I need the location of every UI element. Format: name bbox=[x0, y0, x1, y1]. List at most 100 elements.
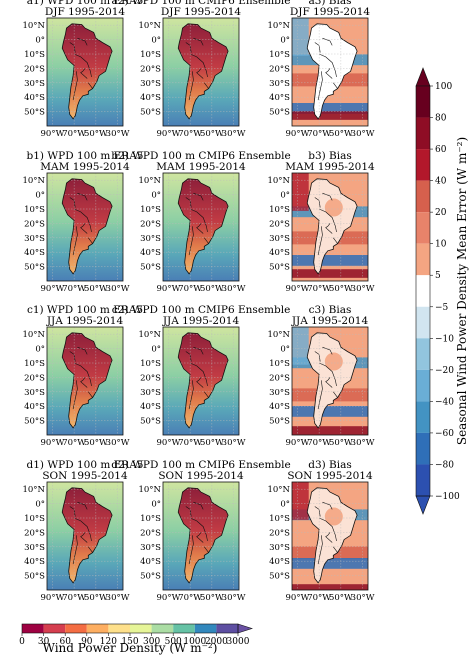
lat-tick-label: 10°S bbox=[269, 50, 290, 60]
wpd-colorbar-tick-label: 120 bbox=[100, 637, 117, 647]
country-border bbox=[77, 37, 88, 46]
lat-tick-label: 20°S bbox=[24, 373, 45, 383]
lat-tick-label: 0° bbox=[151, 500, 161, 510]
country-border bbox=[189, 517, 208, 542]
country-border bbox=[317, 71, 323, 101]
country-border bbox=[322, 192, 333, 201]
panel-body bbox=[47, 327, 123, 435]
panel-frame bbox=[46, 172, 124, 282]
country-border bbox=[317, 380, 323, 410]
lat-tick-label: 0° bbox=[35, 345, 45, 355]
lat-tick-label: 10°S bbox=[24, 514, 45, 524]
lat-tick-label: 10°N bbox=[267, 485, 290, 495]
bias-band bbox=[292, 482, 309, 520]
panel-subtitle: MAM 1995-2014 bbox=[40, 161, 130, 173]
country-border bbox=[188, 71, 194, 101]
bias-colorbar-tick-label: −60 bbox=[435, 429, 454, 439]
lat-tick-label: 30°S bbox=[24, 234, 45, 244]
wpd-colorbar-tick-label: 0 bbox=[19, 637, 25, 647]
wpd-colorbar-extend-max bbox=[237, 623, 253, 634]
country-border bbox=[189, 362, 208, 387]
lat-tick-label: 30°S bbox=[24, 543, 45, 553]
country-border bbox=[80, 223, 88, 234]
country-border bbox=[88, 237, 93, 244]
country-border bbox=[193, 37, 204, 46]
bias-colorbar-tick-label: 10 bbox=[435, 240, 447, 250]
country-border bbox=[325, 223, 333, 234]
country-border bbox=[322, 37, 333, 46]
lat-tick-label: 50°S bbox=[269, 417, 290, 427]
lat-tick-label: 10°N bbox=[22, 21, 45, 31]
panel-title: d1) WPD 100 m ERA5 bbox=[27, 459, 144, 471]
bias-band bbox=[292, 18, 309, 56]
lat-tick-label: 10°S bbox=[140, 50, 161, 60]
country-border bbox=[325, 68, 333, 79]
lon-tick-label: 50°W bbox=[200, 438, 224, 448]
country-border bbox=[88, 391, 93, 398]
wpd-colorbar-tick-label: 500 bbox=[165, 637, 182, 647]
bias-colorbar-segment bbox=[416, 243, 430, 276]
panel-subtitle: SON 1995-2014 bbox=[287, 470, 373, 482]
wpd-colorbar-tick-label: 150 bbox=[121, 637, 138, 647]
wpd-colorbar-segment bbox=[216, 624, 238, 633]
lat-tick-label: 20°S bbox=[140, 528, 161, 538]
lon-tick-label: 70°W bbox=[62, 284, 86, 294]
panel-frame bbox=[162, 17, 240, 127]
lon-tick-label: 70°W bbox=[62, 593, 86, 603]
lon-tick-label: 30°W bbox=[106, 593, 130, 603]
wpd-colorbar-tick-label: 60 bbox=[59, 637, 71, 647]
country-border bbox=[193, 192, 204, 201]
bias-blob bbox=[324, 352, 343, 371]
wpd-colorbar-segment bbox=[65, 624, 87, 633]
country-border bbox=[73, 362, 92, 387]
panel-subtitle: SON 1995-2014 bbox=[158, 470, 244, 482]
lat-tick-label: 30°S bbox=[140, 388, 161, 398]
bias-colorbar-tick-label: 40 bbox=[435, 177, 447, 187]
lat-tick-label: 20°S bbox=[269, 219, 290, 229]
country-border bbox=[325, 377, 333, 388]
panel-frame bbox=[291, 481, 369, 591]
lat-tick-label: 0° bbox=[151, 36, 161, 46]
bias-band bbox=[292, 269, 368, 278]
bias-band bbox=[292, 173, 309, 211]
country-border bbox=[193, 346, 204, 355]
lon-tick-label: 90°W bbox=[157, 129, 181, 139]
lon-tick-label: 90°W bbox=[286, 593, 310, 603]
lat-tick-label: 10°S bbox=[269, 359, 290, 369]
lat-tick-label: 40°S bbox=[269, 248, 290, 258]
lat-tick-label: 40°S bbox=[269, 557, 290, 567]
lon-tick-label: 90°W bbox=[157, 593, 181, 603]
panel-body bbox=[292, 482, 368, 590]
panel-body bbox=[163, 173, 239, 281]
lat-tick-label: 10°N bbox=[138, 176, 161, 186]
wpd-colorbar-segment bbox=[173, 624, 195, 633]
lon-tick-label: 70°W bbox=[178, 129, 202, 139]
country-border bbox=[72, 71, 78, 101]
lon-tick-label: 70°W bbox=[307, 438, 331, 448]
lon-tick-label: 90°W bbox=[286, 284, 310, 294]
lon-tick-label: 70°W bbox=[307, 129, 331, 139]
lat-tick-label: 50°S bbox=[269, 263, 290, 273]
lat-tick-label: 30°S bbox=[140, 234, 161, 244]
bias-colorbar-tick-label: 100 bbox=[435, 82, 452, 92]
country-border bbox=[193, 501, 204, 510]
lon-tick-label: 50°W bbox=[329, 129, 353, 139]
panel-title: a2) WPD 100 m CMIP6 Ensemble bbox=[112, 0, 291, 7]
panel-subtitle: MAM 1995-2014 bbox=[156, 161, 246, 173]
bias-colorbar-segment bbox=[416, 117, 430, 150]
lon-tick-label: 50°W bbox=[200, 284, 224, 294]
lat-tick-label: 20°S bbox=[24, 528, 45, 538]
country-border bbox=[333, 391, 338, 398]
wpd-colorbar-label: Wind Power Density (W m⁻²) bbox=[43, 641, 218, 655]
lat-tick-label: 30°S bbox=[24, 79, 45, 89]
bias-band bbox=[292, 558, 368, 569]
panel-frame bbox=[291, 172, 369, 282]
country-border bbox=[72, 535, 78, 565]
country-border bbox=[196, 223, 204, 234]
country-border bbox=[317, 535, 323, 565]
country-border bbox=[88, 546, 93, 553]
